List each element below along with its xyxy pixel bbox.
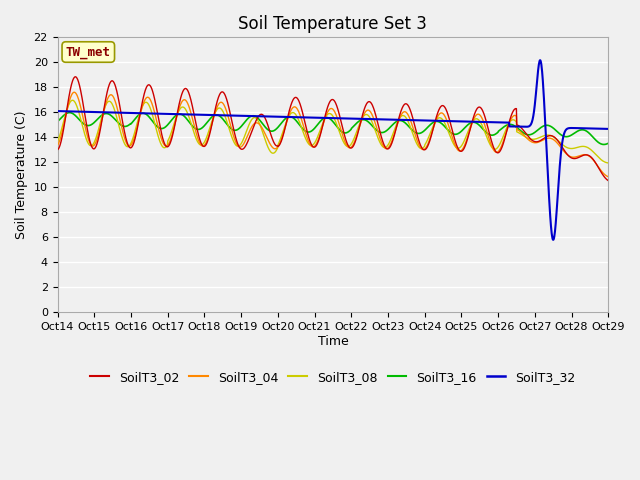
SoilT3_02 [288,100,296,106]
SoilT3_32 [536,58,544,63]
SoilT3_16 [288,114,296,120]
Line: SoilT3_02: SoilT3_02 [58,77,608,180]
Line: SoilT3_08: SoilT3_08 [58,100,608,163]
SoilT3_04 [309,144,317,150]
SoilT3_04 [367,110,375,116]
SoilT3_16 [367,122,375,128]
SoilT3_08 [299,129,307,134]
SoilT3_04 [54,142,61,148]
Text: TW_met: TW_met [66,46,111,59]
SoilT3_02 [97,126,104,132]
Title: Soil Temperature Set 3: Soil Temperature Set 3 [239,15,428,33]
SoilT3_04 [299,121,307,127]
SoilT3_02 [309,144,317,149]
Line: SoilT3_04: SoilT3_04 [58,92,608,177]
Line: SoilT3_16: SoilT3_16 [58,113,608,144]
SoilT3_08 [309,142,317,148]
SoilT3_16 [119,123,127,129]
SoilT3_08 [604,160,612,166]
Line: SoilT3_32: SoilT3_32 [58,60,608,240]
SoilT3_32 [299,114,307,120]
SoilT3_04 [70,89,78,95]
SoilT3_02 [604,178,612,183]
SoilT3_32 [96,109,104,115]
SoilT3_08 [288,110,296,116]
SoilT3_32 [308,115,316,120]
SoilT3_02 [299,111,307,117]
SoilT3_08 [119,137,127,143]
SoilT3_32 [604,126,612,132]
SoilT3_08 [97,119,104,125]
SoilT3_08 [68,97,76,103]
SoilT3_16 [309,127,317,133]
Legend: SoilT3_02, SoilT3_04, SoilT3_08, SoilT3_16, SoilT3_32: SoilT3_02, SoilT3_04, SoilT3_08, SoilT3_… [85,366,580,389]
SoilT3_32 [549,237,557,243]
SoilT3_16 [299,126,307,132]
SoilT3_16 [54,119,61,124]
Y-axis label: Soil Temperature (C): Soil Temperature (C) [15,110,28,239]
SoilT3_04 [288,107,296,112]
SoilT3_32 [287,114,295,120]
SoilT3_02 [119,121,127,127]
SoilT3_16 [97,113,104,119]
SoilT3_04 [119,129,127,135]
SoilT3_08 [367,118,375,123]
SoilT3_16 [604,141,612,146]
SoilT3_08 [54,138,61,144]
SoilT3_02 [367,100,375,106]
SoilT3_32 [367,116,375,122]
X-axis label: Time: Time [317,335,348,348]
SoilT3_16 [600,142,608,147]
SoilT3_02 [54,147,61,153]
SoilT3_04 [97,123,104,129]
SoilT3_32 [118,110,126,116]
SoilT3_02 [72,74,79,80]
SoilT3_16 [66,110,74,116]
SoilT3_04 [604,174,612,180]
SoilT3_32 [54,108,61,114]
